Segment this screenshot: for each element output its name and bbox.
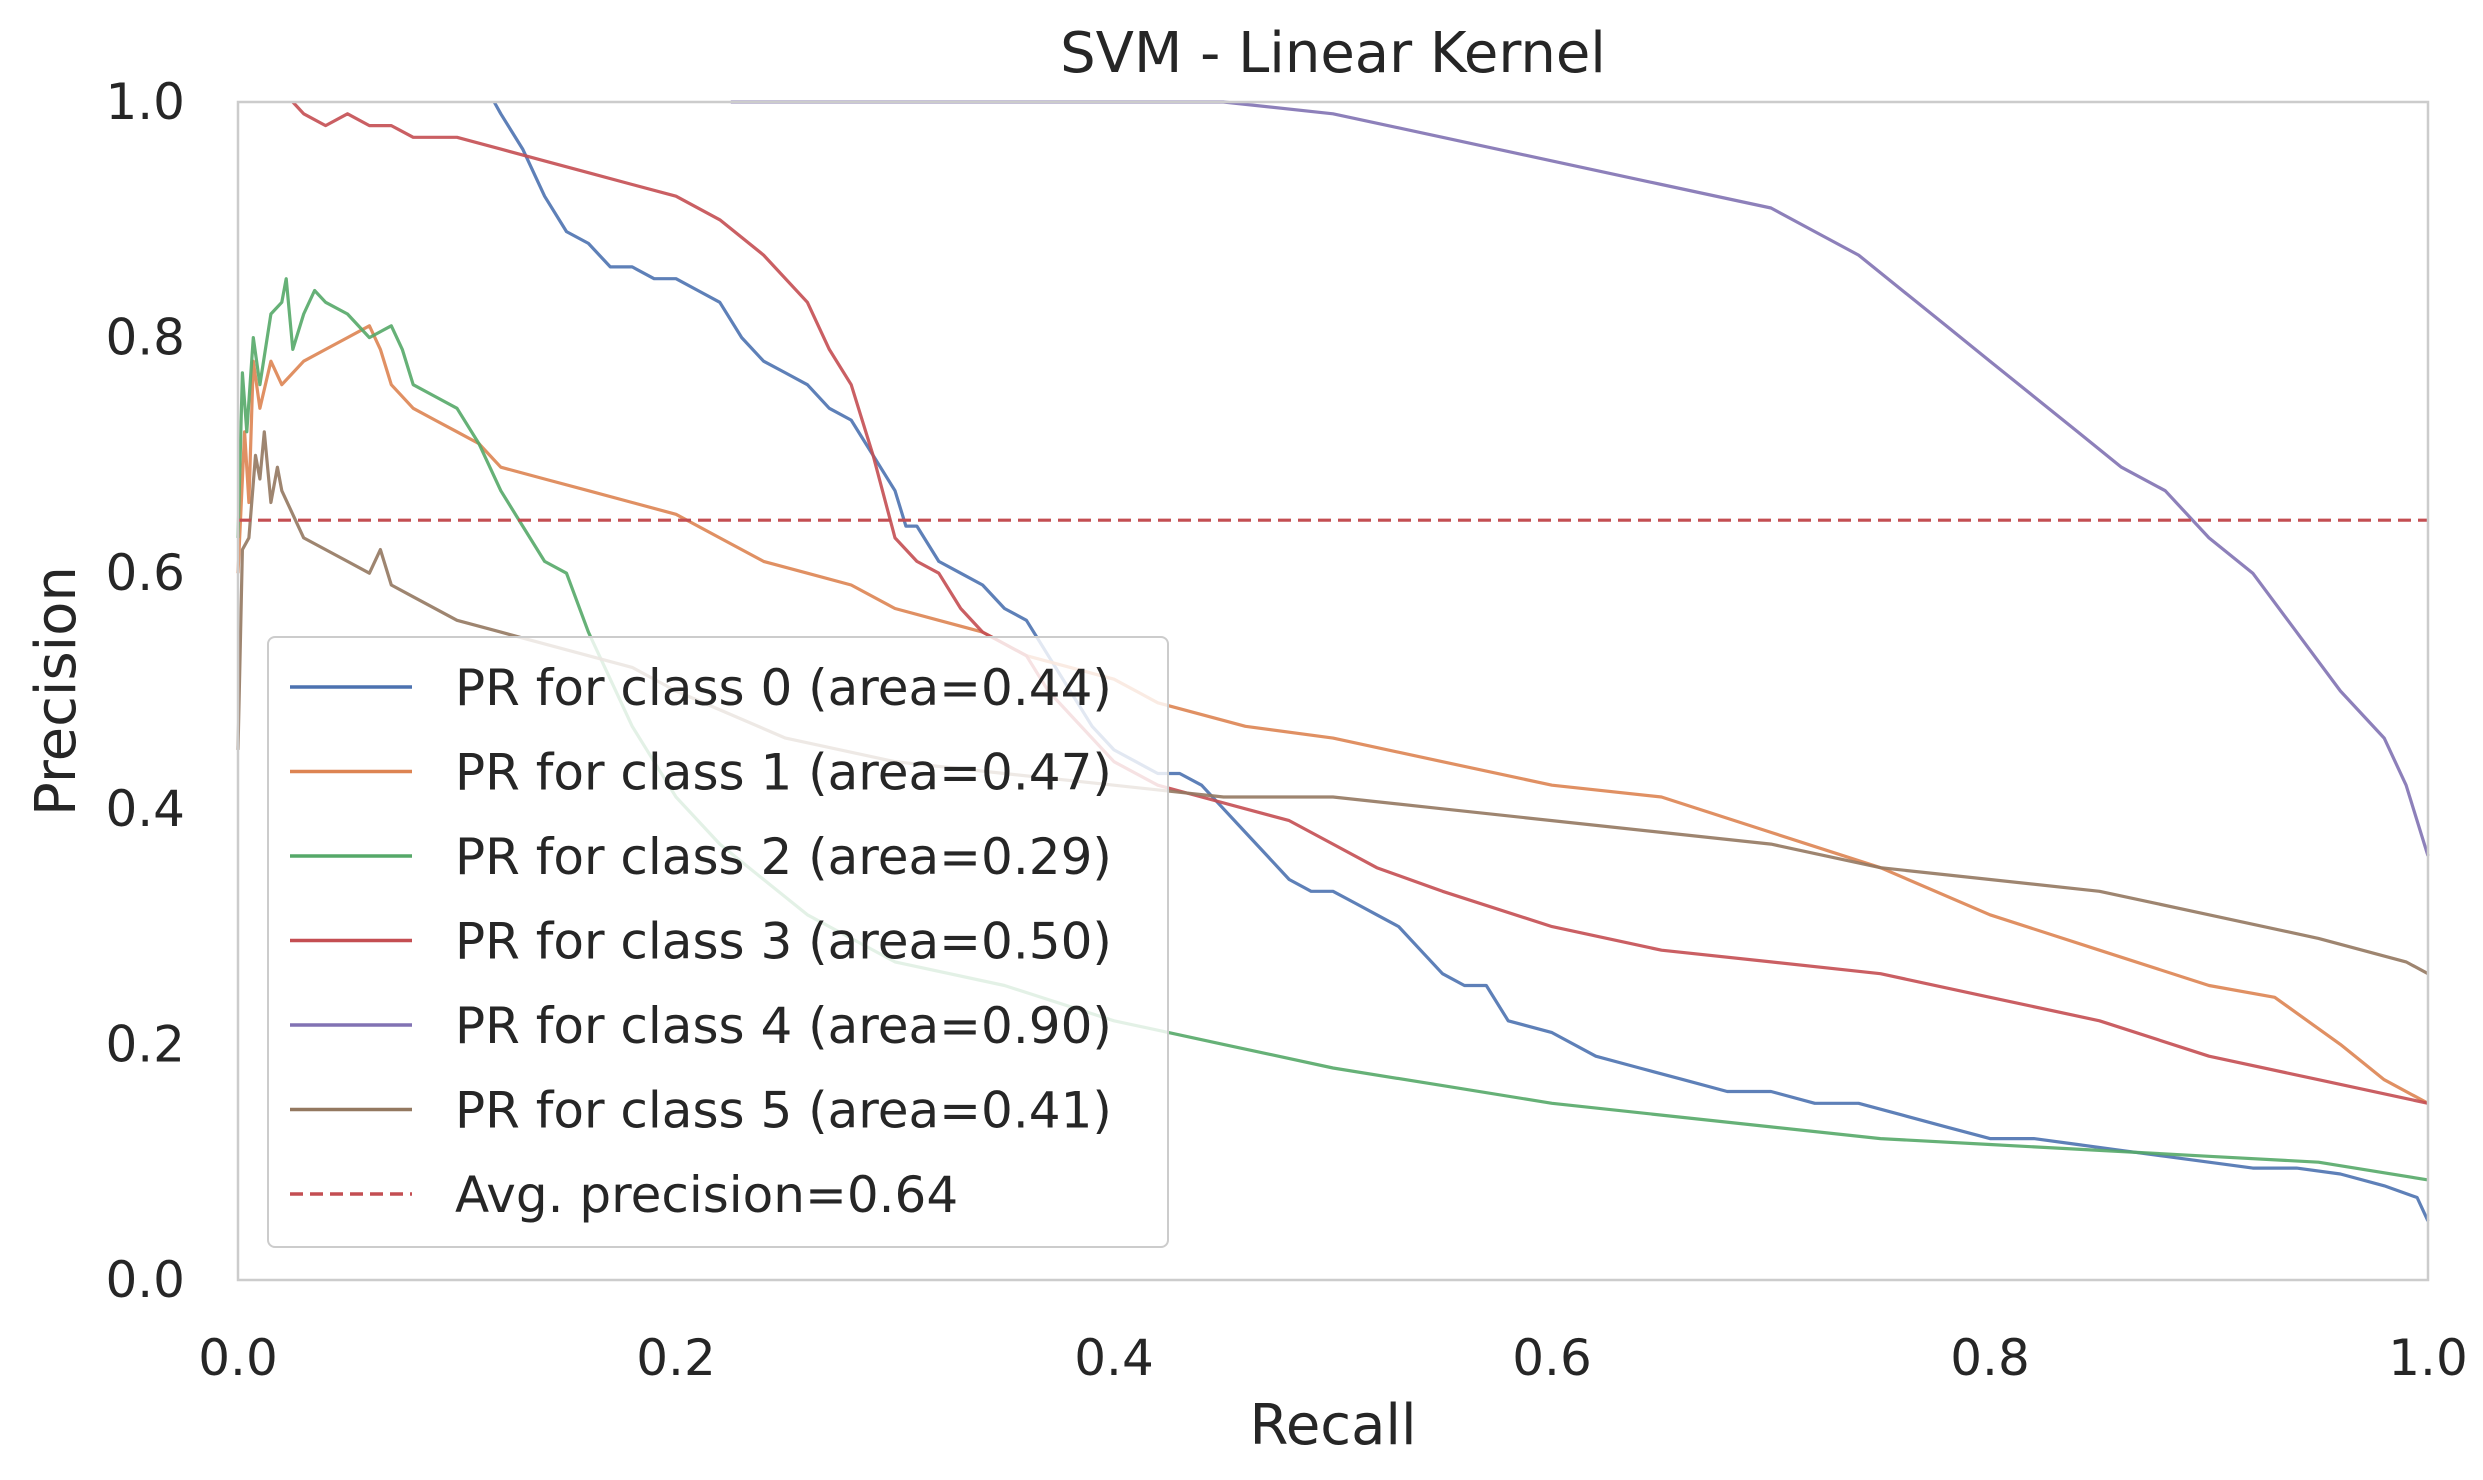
- legend: PR for class 0 (area=0.44) PR for class 1…: [267, 636, 1169, 1248]
- y-axis-label: Precision: [24, 566, 89, 816]
- x-tick-label-3: 0.6: [1512, 1329, 1592, 1387]
- y-tick-label-4: 0.8: [105, 309, 185, 367]
- y-tick-label-1: 0.2: [105, 1015, 185, 1073]
- legend-label-6: Avg. precision=0.64: [455, 1166, 958, 1224]
- legend-label-4: PR for class 4 (area=0.90): [455, 997, 1112, 1055]
- legend-label-2: PR for class 2 (area=0.29): [455, 828, 1112, 886]
- series-line-class-4: [730, 100, 2430, 857]
- series-layer: [236, 100, 2430, 1222]
- legend-box: [267, 636, 1169, 1248]
- chart-title: SVM - Linear Kernel: [1060, 21, 1606, 86]
- y-tick-labels: 0.0 0.2 0.4 0.6 0.8 1.0: [105, 73, 185, 1309]
- series-line-class-2: [236, 277, 2429, 1182]
- y-tick-label-2: 0.4: [105, 780, 185, 838]
- y-tick-label-3: 0.6: [105, 544, 185, 602]
- y-tick-label-0: 0.0: [105, 1251, 185, 1309]
- legend-label-3: PR for class 3 (area=0.50): [455, 913, 1112, 971]
- y-tick-label-5: 1.0: [105, 73, 185, 131]
- x-tick-label-2: 0.4: [1074, 1329, 1154, 1387]
- x-axis-label: Recall: [1249, 1393, 1416, 1458]
- legend-label-1: PR for class 1 (area=0.47): [455, 744, 1112, 802]
- plot-frame: [236, 100, 2430, 1282]
- legend-label-5: PR for class 5 (area=0.41): [455, 1082, 1112, 1140]
- series-line-class-3: [291, 100, 2429, 1105]
- series-line-class-1: [236, 324, 2429, 1105]
- series-line-class-0: [492, 101, 2430, 1222]
- x-tick-label-4: 0.8: [1950, 1329, 2030, 1387]
- legend-label-0: PR for class 0 (area=0.44): [455, 659, 1112, 717]
- x-tick-label-5: 1.0: [2388, 1329, 2468, 1387]
- x-tick-labels: 0.0 0.2 0.4 0.6 0.8 1.0: [198, 1329, 2468, 1387]
- x-tick-label-0: 0.0: [198, 1329, 278, 1387]
- x-tick-label-1: 0.2: [636, 1329, 716, 1387]
